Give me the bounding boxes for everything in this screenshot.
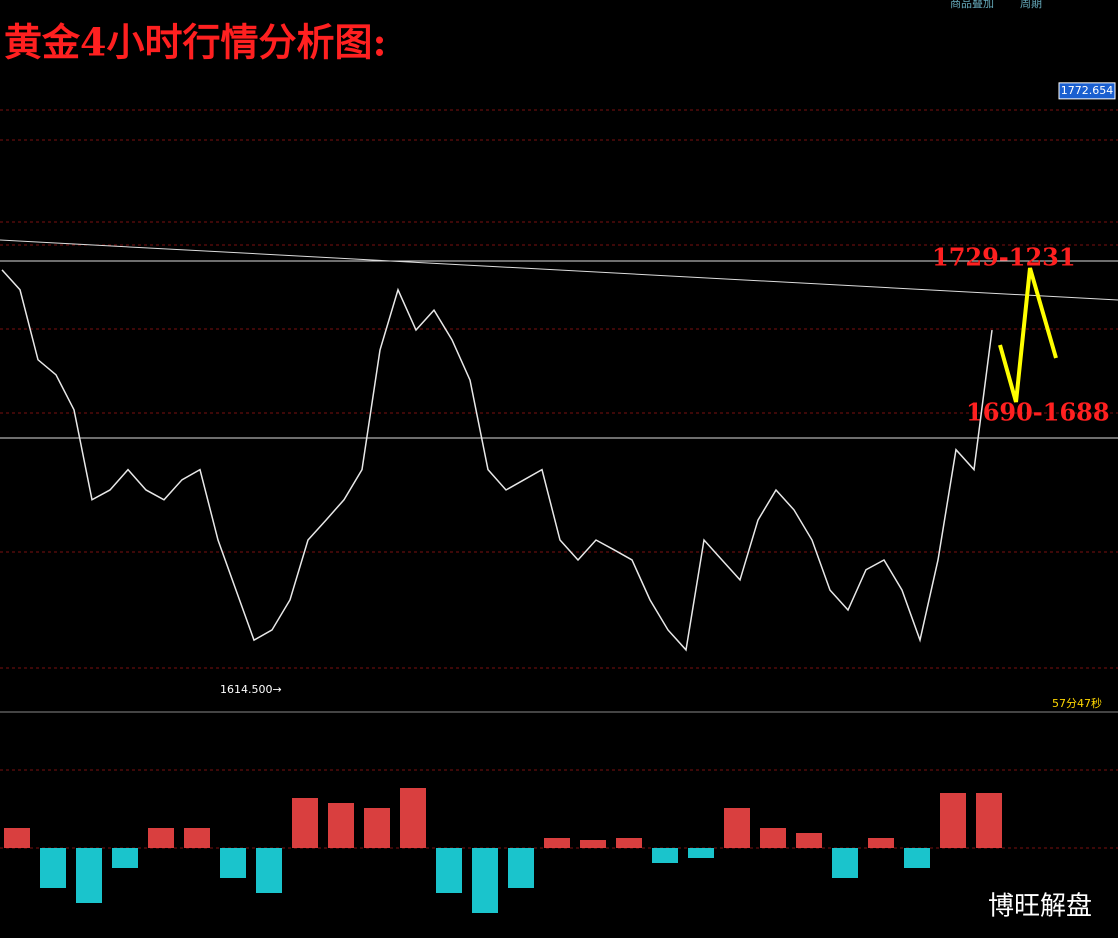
macd-bar bbox=[400, 788, 426, 848]
grid-lines bbox=[0, 109, 1118, 849]
forecast-arrow bbox=[998, 267, 1058, 403]
macd-bar bbox=[328, 803, 354, 848]
macd-bar bbox=[184, 828, 210, 848]
macd-bar bbox=[904, 848, 930, 868]
macd-bar bbox=[940, 793, 966, 848]
toolbar-item[interactable]: 商品叠加 bbox=[950, 0, 994, 10]
macd-bar bbox=[472, 848, 498, 913]
trend-line bbox=[0, 239, 1118, 301]
macd-bar bbox=[148, 828, 174, 848]
macd-bar bbox=[724, 808, 750, 848]
macd-bar bbox=[292, 798, 318, 848]
macd-bar bbox=[76, 848, 102, 903]
macd-bar bbox=[652, 848, 678, 863]
macd-bar bbox=[4, 828, 30, 848]
chart-title: 黄金4小时行情分析图: bbox=[4, 20, 386, 65]
macd-bar bbox=[796, 833, 822, 848]
macd-bar bbox=[616, 838, 642, 848]
annotation: 1729-1231 bbox=[932, 243, 1076, 272]
macd-bar bbox=[832, 848, 858, 878]
macd-bar bbox=[544, 838, 570, 848]
macd-bar bbox=[40, 848, 66, 888]
annotation: 1690-1688 bbox=[966, 398, 1110, 427]
toolbar-item[interactable]: 周期 bbox=[1020, 0, 1042, 10]
macd-bar bbox=[508, 848, 534, 888]
macd-bar bbox=[868, 838, 894, 848]
macd-bar bbox=[580, 840, 606, 848]
macd-bar bbox=[112, 848, 138, 868]
macd-bar bbox=[220, 848, 246, 878]
watermark: 博旺解盘 bbox=[988, 892, 1092, 922]
macd-bar bbox=[364, 808, 390, 848]
price-line bbox=[1, 269, 993, 652]
timer: 57分47秒 bbox=[1052, 696, 1102, 710]
price-tag-box bbox=[1058, 82, 1116, 100]
macd-bar bbox=[976, 793, 1002, 848]
low-label: 1614.500→ bbox=[220, 683, 282, 696]
price-tag: 1772.654 bbox=[1061, 84, 1114, 97]
macd-bar bbox=[760, 828, 786, 848]
macd-bar bbox=[256, 848, 282, 893]
macd-bar bbox=[688, 848, 714, 858]
macd-bar bbox=[436, 848, 462, 893]
